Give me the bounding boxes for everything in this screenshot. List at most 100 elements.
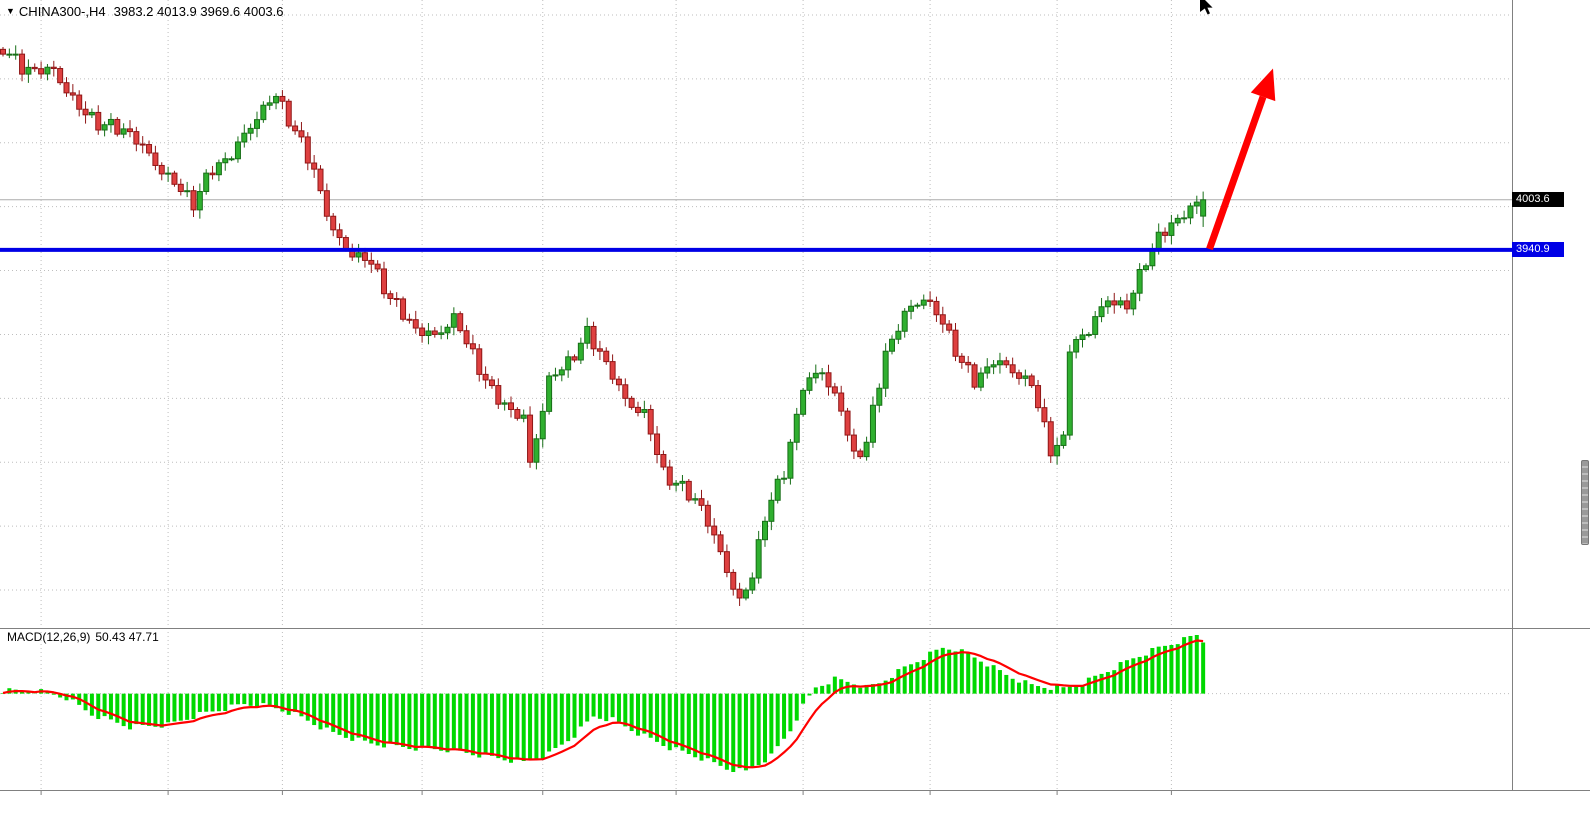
candle-body	[800, 389, 807, 415]
candle-body	[177, 183, 184, 192]
mouse-cursor-icon	[1200, 0, 1213, 15]
candle-body	[889, 338, 895, 352]
candle-body	[717, 534, 724, 553]
candle-body	[806, 377, 813, 391]
candle-body	[1016, 372, 1022, 379]
candle-body	[1022, 375, 1029, 379]
candle-body	[1123, 300, 1130, 310]
candle-body	[444, 326, 451, 334]
candle-body	[279, 95, 286, 102]
candle-body	[730, 571, 737, 590]
candle-body	[781, 477, 788, 480]
candle-body	[571, 356, 578, 361]
candle-body	[1054, 444, 1061, 457]
candle-body	[469, 343, 476, 350]
candle-body	[260, 104, 267, 121]
candle-body	[501, 402, 508, 405]
candle-body	[495, 385, 502, 405]
time-axis[interactable]: 18 Aug 202230 Aug 01:309 Sep 01:3022 Sep…	[0, 790, 1590, 825]
candle-body	[1162, 231, 1169, 236]
candle-body	[323, 190, 330, 217]
one-click-panel-toggle-icon[interactable]: ▼	[6, 6, 15, 16]
macd-indicator-label: MACD(12,26,9) 50.43 47.71	[7, 630, 159, 644]
candle-body	[844, 410, 851, 436]
candle-body	[482, 373, 489, 381]
candle-body	[431, 330, 438, 335]
candle-body	[285, 100, 292, 127]
candle-body	[622, 384, 629, 399]
candle-body	[292, 125, 299, 132]
candle-body	[1111, 300, 1118, 306]
candle-body	[508, 402, 514, 411]
candle-body	[1035, 385, 1042, 409]
candle-body	[387, 293, 394, 300]
candle-body	[1174, 217, 1181, 224]
candle-body	[514, 409, 521, 419]
candle-body	[1193, 201, 1200, 207]
scrollbar-thumb[interactable]	[1581, 460, 1589, 545]
candle-body	[412, 319, 419, 329]
candle-body	[635, 406, 641, 413]
candle-body	[850, 434, 857, 452]
candle-body	[1028, 375, 1035, 387]
candle-body	[196, 190, 203, 211]
candle-body	[25, 66, 32, 75]
current-price-tag: 4003.6	[1512, 192, 1564, 208]
candle-body	[901, 310, 908, 332]
candle-body	[438, 332, 445, 335]
trend-arrow-head[interactable]	[1250, 68, 1276, 102]
candle-body	[234, 141, 241, 160]
gridlines	[0, 0, 1512, 790]
candle-body	[869, 404, 876, 443]
candle-body	[641, 409, 648, 413]
candle-body	[146, 144, 153, 154]
candle-body	[876, 387, 883, 406]
candle-body	[666, 466, 673, 486]
candle-body	[1117, 300, 1124, 306]
candle-body	[419, 327, 426, 337]
candle-body	[57, 68, 64, 84]
candle-body	[361, 252, 368, 261]
candle-body	[927, 299, 934, 302]
candle-body	[6, 53, 13, 56]
candle-body	[933, 300, 940, 316]
candle-body	[38, 68, 45, 75]
candle-body	[971, 364, 978, 388]
candle-body	[266, 102, 273, 106]
candle-body	[1168, 222, 1175, 236]
candle-body	[774, 478, 781, 501]
candle-body	[996, 360, 1003, 366]
trend-arrow-shaft[interactable]	[1206, 95, 1267, 251]
candle-body	[946, 323, 953, 331]
candle-body	[520, 414, 527, 419]
price-axis[interactable]: 4235.04155.04075.03995.03915.03835.03755…	[1512, 0, 1590, 790]
candle-body	[895, 330, 902, 340]
candle-body	[539, 410, 546, 440]
candle-body	[958, 355, 965, 363]
candle-body	[596, 348, 603, 352]
candle-body	[1136, 268, 1143, 294]
candle-body	[63, 82, 70, 94]
candle-body	[304, 136, 311, 164]
candle-body	[400, 298, 407, 320]
candle-body	[425, 330, 432, 337]
candle-body	[1200, 199, 1207, 217]
candle-body	[44, 66, 51, 75]
candle-body	[863, 441, 870, 458]
candle-body	[317, 168, 324, 192]
candle-body	[831, 386, 838, 394]
candle-body	[158, 164, 165, 175]
candle-body	[603, 350, 610, 363]
candle-body	[152, 152, 159, 166]
candle-body	[381, 268, 387, 295]
candle-body	[1187, 205, 1194, 219]
candle-body	[977, 372, 984, 388]
candle-body	[685, 480, 692, 501]
candle-body	[736, 588, 743, 599]
candle-body	[1130, 292, 1137, 310]
candle-body	[1060, 434, 1067, 446]
candle-body	[628, 397, 635, 408]
candle-body	[101, 124, 108, 131]
trend-arrow[interactable]	[1206, 68, 1276, 251]
